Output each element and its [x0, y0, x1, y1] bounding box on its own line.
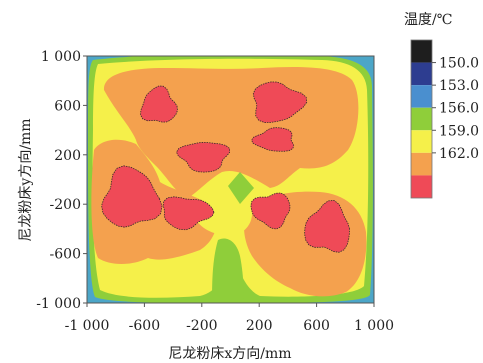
- y-tick-label: 200: [54, 148, 81, 164]
- hot-region-8: [304, 199, 350, 253]
- y-tick-label: 600: [54, 98, 81, 114]
- legend-swatches: [410, 39, 433, 199]
- y-tick-label: 1 000: [41, 49, 81, 65]
- x-tick-label: 200: [246, 318, 273, 334]
- legend-title: 温度/℃: [404, 12, 452, 28]
- legend-label: 162.0: [439, 146, 479, 162]
- hot-region-6: [162, 196, 215, 231]
- contour-band-156-center: [228, 172, 254, 204]
- y-axis-title: 尼龙粉床y方向/mm: [18, 118, 34, 241]
- legend-swatch: [411, 40, 432, 63]
- y-axis-ticks: 1 000 600 200 -200 -600 -1 000: [36, 49, 87, 312]
- hot-region-1: [140, 85, 178, 123]
- legend-label: 150.0: [439, 56, 479, 72]
- y-tick-label: -600: [50, 247, 81, 263]
- contour-band-156-bottom: [212, 238, 244, 303]
- x-tick-label: -200: [186, 318, 217, 334]
- legend-label: 153.0: [439, 78, 479, 94]
- x-tick-label: 600: [303, 318, 330, 334]
- x-tick-label: -1 000: [65, 318, 110, 334]
- color-legend: 温度/℃ 150.0 153.0 156.0 159.0 162.0: [404, 12, 479, 199]
- hot-regions: [101, 81, 350, 253]
- x-axis-title: 尼龙粉床x方向/mm: [168, 346, 291, 362]
- legend-swatch: [411, 62, 432, 86]
- hot-region-5: [101, 165, 163, 228]
- y-tick-label: -1 000: [36, 296, 81, 312]
- legend-swatch: [411, 107, 432, 131]
- legend-frame: [410, 39, 433, 199]
- contour-band-157-center: [196, 193, 253, 236]
- legend-swatch: [411, 152, 432, 176]
- y-tick-label: -200: [50, 197, 81, 213]
- legend-labels: 150.0 153.0 156.0 159.0 162.0: [432, 56, 479, 162]
- legend-label: 159.0: [439, 123, 479, 139]
- hot-region-4: [251, 127, 295, 152]
- hot-region-2: [252, 81, 308, 124]
- x-axis-ticks: -1 000 -600 -200 200 600 1 000: [65, 303, 394, 334]
- x-tick-label: 1 000: [354, 318, 394, 334]
- hot-region-3: [176, 141, 231, 173]
- hot-region-7: [250, 192, 291, 230]
- legend-swatch: [411, 85, 432, 108]
- x-tick-label: -600: [129, 318, 160, 334]
- legend-swatch: [411, 130, 432, 153]
- plot-frame: [86, 55, 375, 304]
- legend-swatch: [411, 175, 432, 198]
- legend-label: 156.0: [439, 101, 479, 117]
